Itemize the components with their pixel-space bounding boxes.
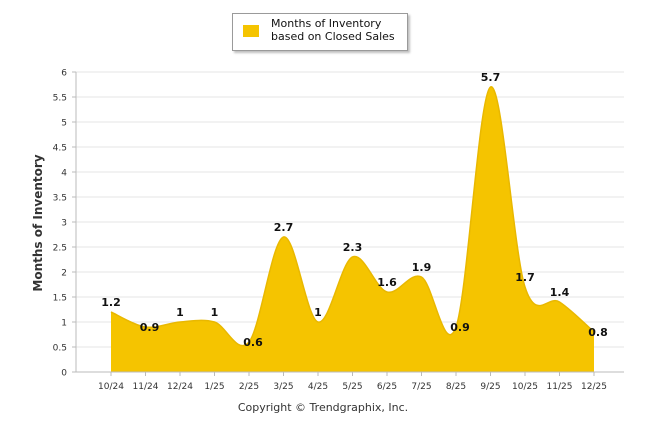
- legend-label: Months of Inventory based on Closed Sale…: [271, 17, 395, 43]
- x-tick-label: 9/25: [480, 382, 500, 392]
- axes: [72, 71, 624, 376]
- x-tick-label: 11/24: [133, 382, 159, 392]
- data-label: 2.3: [343, 241, 363, 254]
- data-label: 1.7: [515, 271, 535, 284]
- y-tick-label: 5.5: [53, 94, 67, 104]
- data-label: 0.9: [140, 321, 160, 334]
- data-label: 2.7: [274, 221, 294, 234]
- x-tick-label: 11/25: [547, 382, 573, 392]
- x-tick-labels: 10/24 11/24 12/24 1/25 2/25 3/25 4/25 5/25 6/25 7…: [98, 382, 607, 392]
- x-tick-label: 4/25: [308, 382, 328, 392]
- x-tick-label: 2/25: [239, 382, 259, 392]
- y-tick-label: 0: [61, 369, 67, 379]
- x-tick-label: 7/25: [411, 382, 431, 392]
- y-tick-labels: 0 0.5 1 1.5 2 2.5 3 3.5 4 4.5 5 5.5 6: [53, 69, 68, 379]
- data-label: 0.6: [243, 336, 263, 349]
- x-tick-label: 10/24: [98, 382, 124, 392]
- x-tick-label: 3/25: [273, 382, 293, 392]
- y-tick-label: 4: [61, 169, 67, 179]
- x-tick-label: 1/25: [204, 382, 224, 392]
- data-label: 1.9: [412, 261, 432, 274]
- y-tick-label: 5: [61, 119, 67, 129]
- legend-swatch: [243, 25, 259, 37]
- area-fill: [111, 86, 594, 372]
- y-tick-label: 2.5: [53, 244, 67, 254]
- series-line: [110, 86, 595, 347]
- x-tick-label: 10/25: [512, 382, 538, 392]
- y-tick-label: 4.5: [53, 144, 67, 154]
- y-tick-label: 6: [61, 69, 67, 79]
- data-label: 0.9: [450, 321, 470, 334]
- x-tick-label: 8/25: [446, 382, 466, 392]
- plot-area: [110, 86, 595, 372]
- data-labels: 1.2 0.9 1 1 0.6 2.7 1 2.3 1.6 1.9 0.9 5.7 1.7 1.4 0.8: [101, 71, 608, 349]
- y-tick-label: 2: [61, 269, 67, 279]
- data-label: 1.2: [101, 296, 121, 309]
- data-label: 1.6: [377, 276, 397, 289]
- y-tick-label: 3: [61, 219, 67, 229]
- data-label: 1: [176, 306, 184, 319]
- copyright-footer: Copyright © Trendgraphix, Inc.: [237, 401, 409, 414]
- x-tick-label: 12/24: [167, 382, 193, 392]
- data-label: 0.8: [588, 326, 608, 339]
- y-tick-label: 0.5: [53, 344, 67, 354]
- x-tick-label: 5/25: [342, 382, 362, 392]
- grid-lines: [76, 71, 624, 348]
- y-tick-label: 3.5: [53, 194, 67, 204]
- y-tick-label: 1.5: [53, 294, 67, 304]
- legend: Months of Inventory based on Closed Sale…: [232, 13, 408, 51]
- x-tick-label: 12/25: [581, 382, 607, 392]
- data-label: 1: [211, 306, 219, 319]
- y-axis-label: Months of Inventory: [31, 154, 45, 291]
- data-label: 1.4: [550, 286, 570, 299]
- x-tick-label: 6/25: [377, 382, 397, 392]
- data-label: 5.7: [481, 71, 501, 84]
- data-label: 1: [314, 306, 322, 319]
- y-tick-label: 1: [61, 319, 67, 329]
